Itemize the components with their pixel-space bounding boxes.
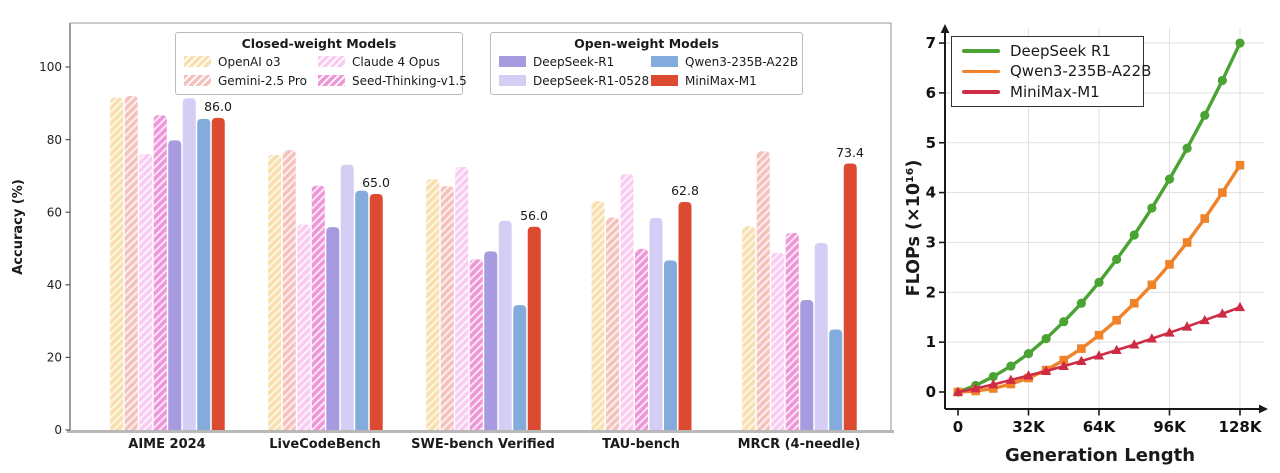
svg-text:5: 5 — [926, 134, 936, 152]
minimax-value-annotation: 65.0 — [362, 175, 390, 190]
right-x-axis-label: Generation Length — [1004, 445, 1196, 466]
legend-item-deepseek-r1-0528: DeepSeek-R1-0528 — [499, 71, 651, 90]
legend-label: Qwen3-235B-A22B — [1010, 62, 1152, 81]
legend-item-qwen3-line: Qwen3-235B-A22B — [962, 62, 1151, 80]
deepseek-r1-swatch-icon — [499, 56, 526, 67]
svg-text:4: 4 — [926, 184, 936, 202]
claude-4-opus-swatch-icon — [318, 56, 345, 67]
category-label-swebench: SWE-bench Verified — [411, 437, 555, 452]
benchmark-bar-chart: 0 20 40 60 80 100 — [39, 22, 894, 437]
legend-label: Seed-Thinking-v1.5 — [352, 73, 467, 88]
legend-item-claude-4-opus: Claude 4 Opus — [318, 52, 467, 71]
left-y-axis-label: Accuracy (%) — [11, 179, 26, 275]
legend-item-minimax-m1-line: MiniMax-M1 — [962, 83, 1133, 101]
category-label-lcb: LiveCodeBench — [269, 437, 381, 452]
svg-text:60: 60 — [47, 205, 62, 219]
svg-text:100: 100 — [39, 60, 62, 74]
legend-label: MiniMax-M1 — [1010, 82, 1100, 101]
legend-closed-weight-title: Closed-weight Models — [241, 36, 397, 51]
legend-label: DeepSeek-R1-0528 — [533, 73, 650, 88]
svg-text:96K: 96K — [1153, 418, 1187, 436]
legend-item-qwen3: Qwen3-235B-A22B — [651, 52, 798, 71]
gemini-25-pro-swatch-icon — [184, 75, 211, 86]
minimax-value-annotation: 86.0 — [204, 99, 232, 114]
minimax-value-annotation: 62.8 — [671, 183, 699, 198]
legend-closed-weight-box: Closed-weight Models OpenAI o3 Claude 4 … — [175, 32, 467, 95]
svg-text:40: 40 — [47, 278, 62, 292]
legend-label: OpenAI o3 — [218, 54, 281, 69]
svg-text:0: 0 — [953, 418, 963, 436]
minimax-value-annotation: 56.0 — [520, 208, 548, 223]
legend-label: Gemini-2.5 Pro — [218, 73, 307, 88]
svg-text:0: 0 — [54, 423, 62, 437]
openai-o3-swatch-icon — [184, 56, 211, 67]
legend-item-seed-thinking: Seed-Thinking-v1.5 — [318, 71, 467, 90]
right-y-axis-label: FLOPs (×10¹⁶) — [904, 159, 924, 297]
legend-label: DeepSeek R1 — [1010, 42, 1111, 61]
deepseek-r1-line-swatch-icon — [962, 49, 1000, 53]
legend-label: DeepSeek-R1 — [533, 54, 615, 69]
minimax-m1-swatch-icon — [651, 75, 678, 86]
legend-item-deepseek-r1: DeepSeek-R1 — [499, 52, 651, 71]
category-label-taubench: TAU-bench — [602, 437, 680, 452]
svg-text:1: 1 — [926, 333, 936, 351]
legend-open-weight-title: Open-weight Models — [574, 36, 719, 51]
legend-item-deepseek-r1-line: DeepSeek R1 — [962, 42, 1133, 60]
legend-open-weight-box: Open-weight Models DeepSeek-R1 Qwen3-235… — [490, 32, 803, 95]
svg-text:128K: 128K — [1219, 418, 1263, 436]
legend-item-gemini-25-pro: Gemini-2.5 Pro — [184, 71, 318, 90]
deepseek-r1-0528-swatch-icon — [499, 75, 526, 86]
flops-legend-box: DeepSeek R1 Qwen3-235B-A22B MiniMax-M1 — [951, 36, 1151, 107]
qwen3-swatch-icon — [651, 56, 678, 67]
category-label-mrcr: MRCR (4-needle) — [737, 437, 861, 452]
legend-label: Claude 4 Opus — [352, 54, 440, 69]
qwen3-line-swatch-icon — [962, 69, 1000, 74]
svg-text:6: 6 — [926, 84, 936, 102]
legend-item-openai-o3: OpenAI o3 — [184, 52, 318, 71]
minimax-value-annotation: 73.4 — [836, 145, 864, 160]
legend-label: Qwen3-235B-A22B — [685, 54, 799, 69]
svg-text:64K: 64K — [1083, 418, 1117, 436]
svg-text:0: 0 — [926, 383, 936, 401]
seed-thinking-swatch-icon — [318, 75, 345, 86]
svg-text:3: 3 — [926, 233, 936, 251]
svg-text:7: 7 — [926, 34, 936, 52]
svg-text:2: 2 — [926, 283, 936, 301]
category-label-aime: AIME 2024 — [128, 437, 206, 452]
svg-text:32K: 32K — [1012, 418, 1046, 436]
minimax-m1-line-swatch-icon — [962, 90, 1000, 94]
svg-text:80: 80 — [47, 133, 62, 147]
legend-label: MiniMax-M1 — [685, 73, 757, 88]
legend-item-minimax-m1: MiniMax-M1 — [651, 71, 798, 90]
svg-text:20: 20 — [47, 351, 62, 365]
